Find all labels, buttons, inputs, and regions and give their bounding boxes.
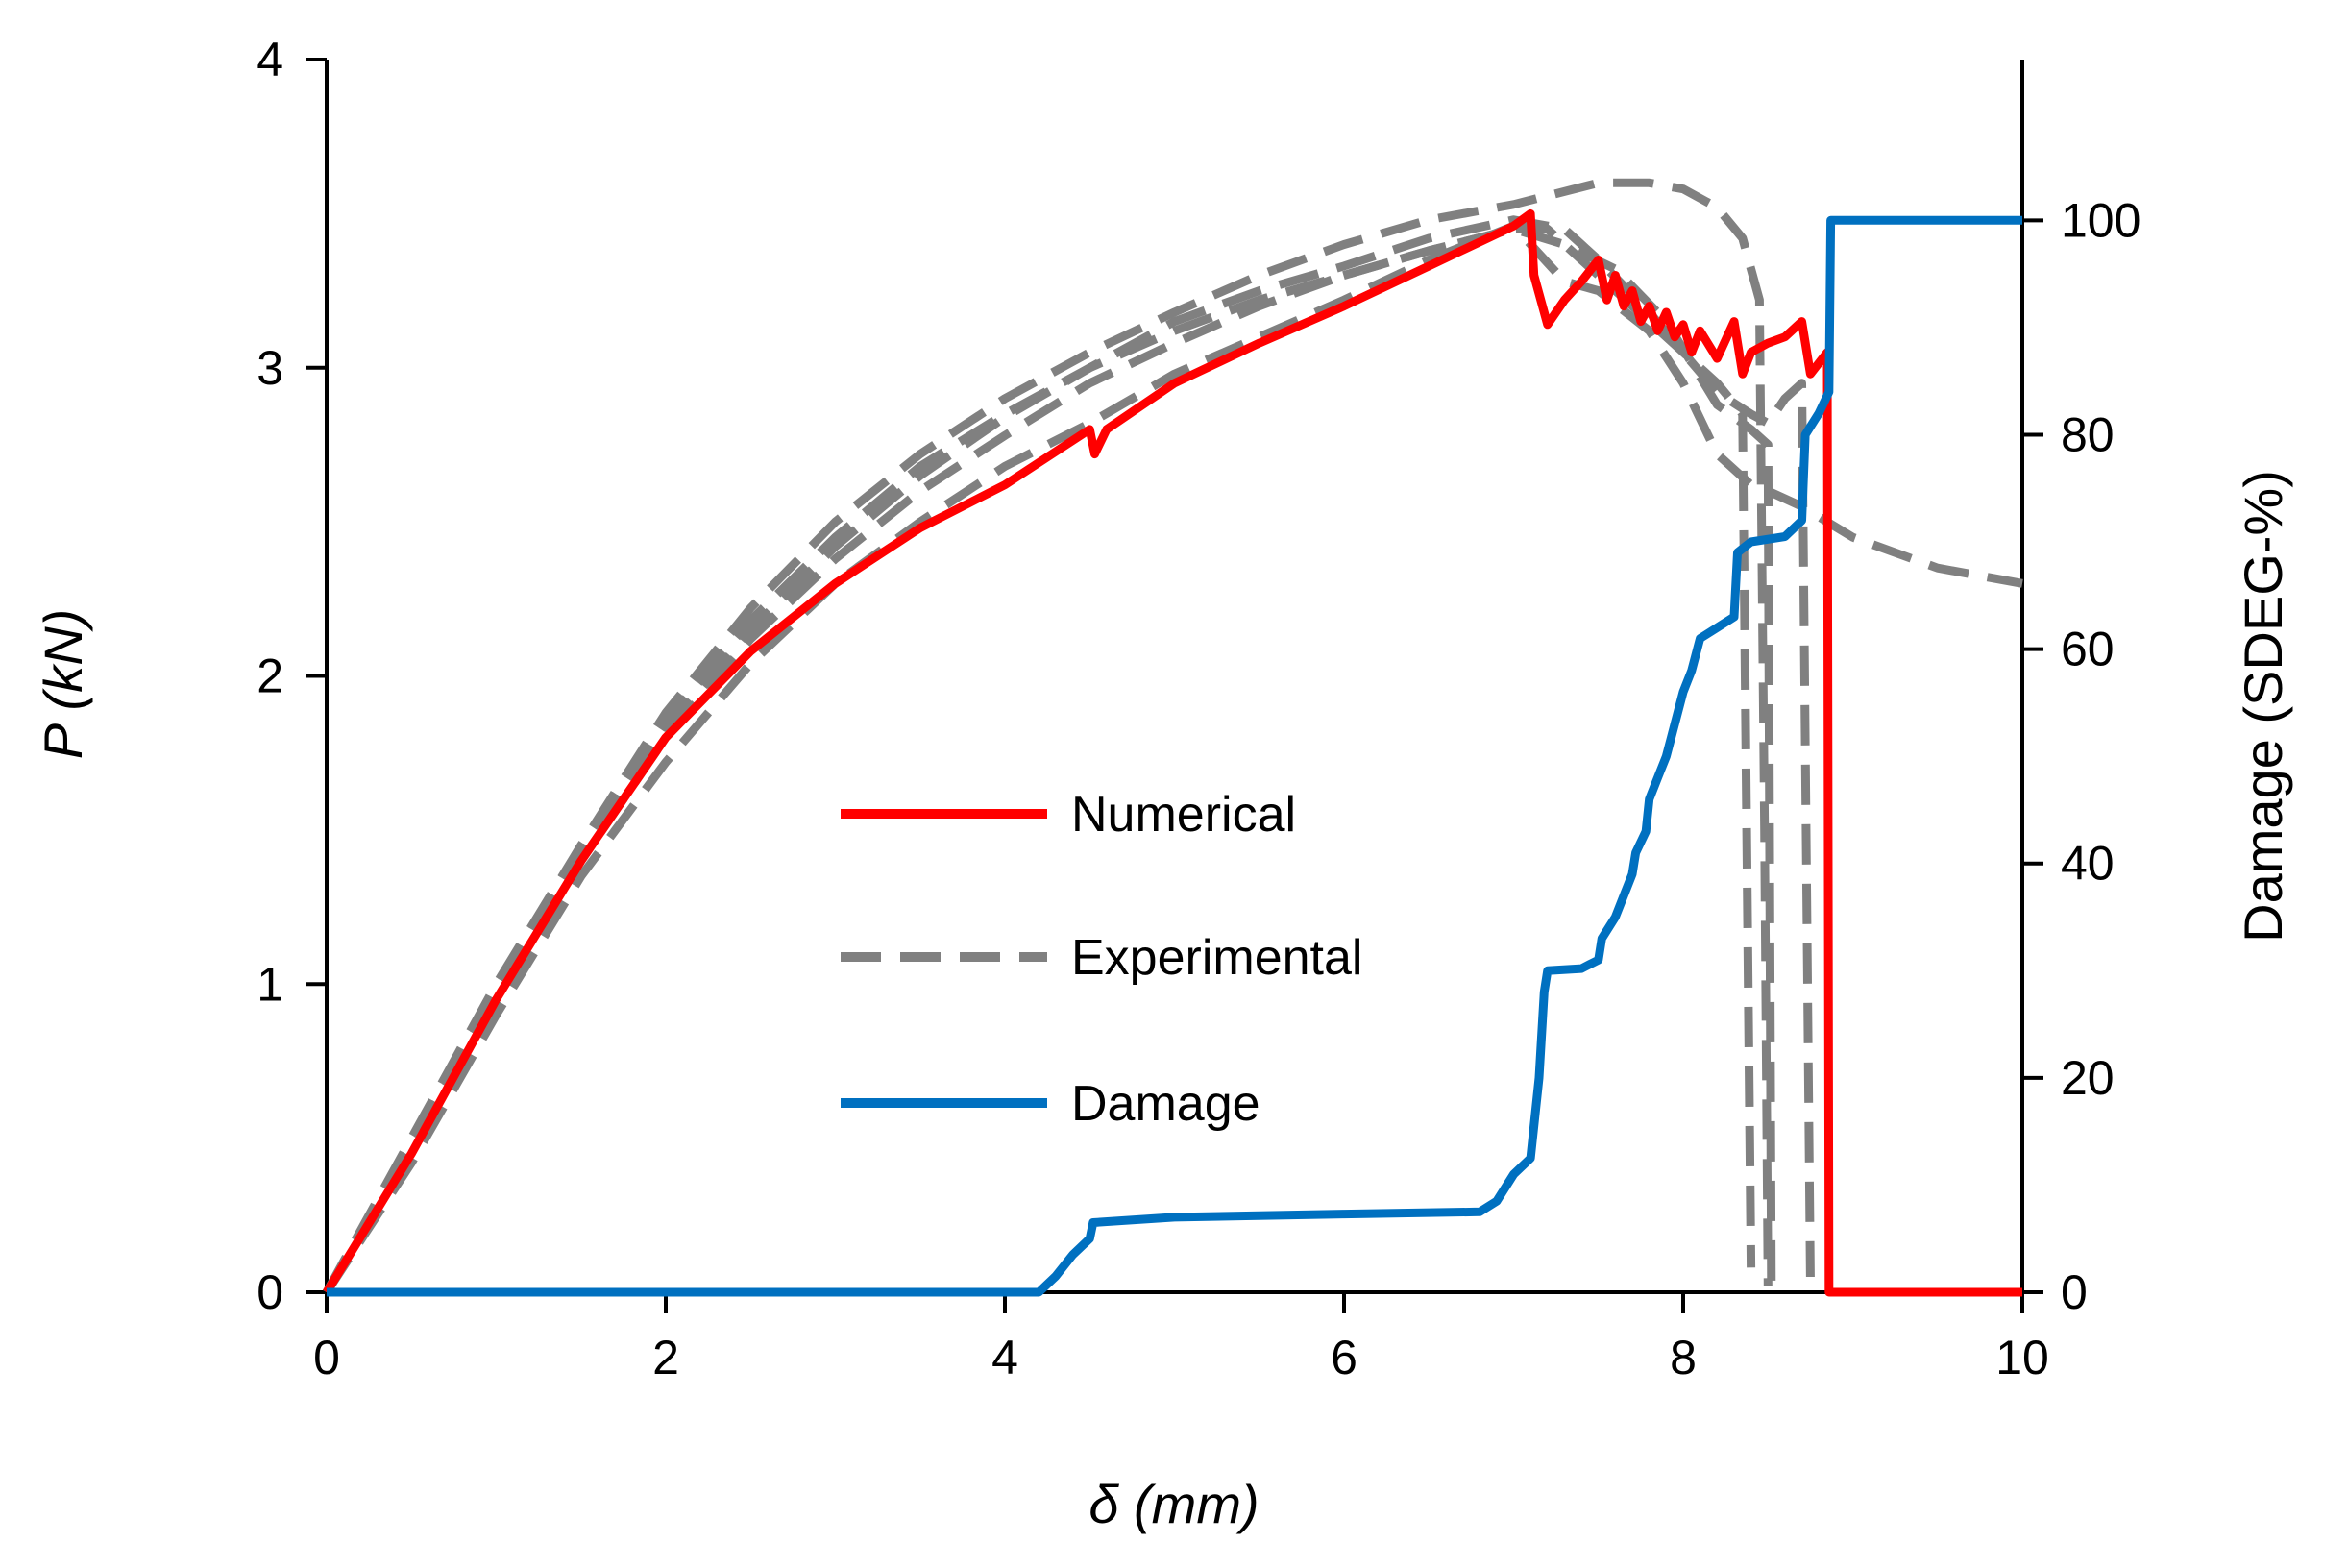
x-axis-title: δ (mm) [1088, 1474, 1259, 1534]
y-tick-label: 3 [257, 341, 283, 395]
y2-tick-label: 100 [2061, 193, 2140, 247]
x-tick-label: 4 [991, 1331, 1018, 1384]
experimental-curve-4 [323, 178, 1773, 1295]
legend-label-damage: Damage [1071, 1076, 1260, 1132]
y-tick-label: 4 [257, 33, 283, 86]
x-tick-label: 0 [313, 1331, 340, 1384]
x-tick-label: 10 [1995, 1331, 2049, 1384]
y-tick-label: 1 [257, 957, 283, 1011]
y2-tick-label: 20 [2061, 1051, 2115, 1105]
experimental-curve-1 [323, 215, 1815, 1295]
y2-tick-label: 40 [2061, 837, 2115, 891]
experimental-curve-3 [323, 221, 2023, 1295]
y2-axis-title: Damage (SDEG-%) [2233, 470, 2293, 943]
damage-line [327, 215, 2022, 1297]
y-tick-label: 2 [257, 649, 283, 703]
legend-label-experimental: Experimental [1071, 930, 1362, 986]
y-axis-title: P (kN) [33, 609, 93, 760]
legend-label-numerical: Numerical [1071, 787, 1296, 843]
x-tick-label: 8 [1670, 1331, 1697, 1384]
y2-tick-label: 60 [2061, 623, 2115, 676]
series-layer [323, 178, 2023, 1297]
x-tick-label: 6 [1331, 1331, 1357, 1384]
y2-tick-label: 80 [2061, 407, 2115, 461]
x-tick-label: 2 [652, 1331, 679, 1384]
y2-tick-label: 0 [2061, 1265, 2088, 1319]
numerical-line [323, 208, 2022, 1297]
y-tick-label: 0 [257, 1265, 283, 1319]
experimental-curve-2 [323, 224, 1776, 1295]
legend: Numerical Experimental Damage [841, 787, 1362, 1132]
